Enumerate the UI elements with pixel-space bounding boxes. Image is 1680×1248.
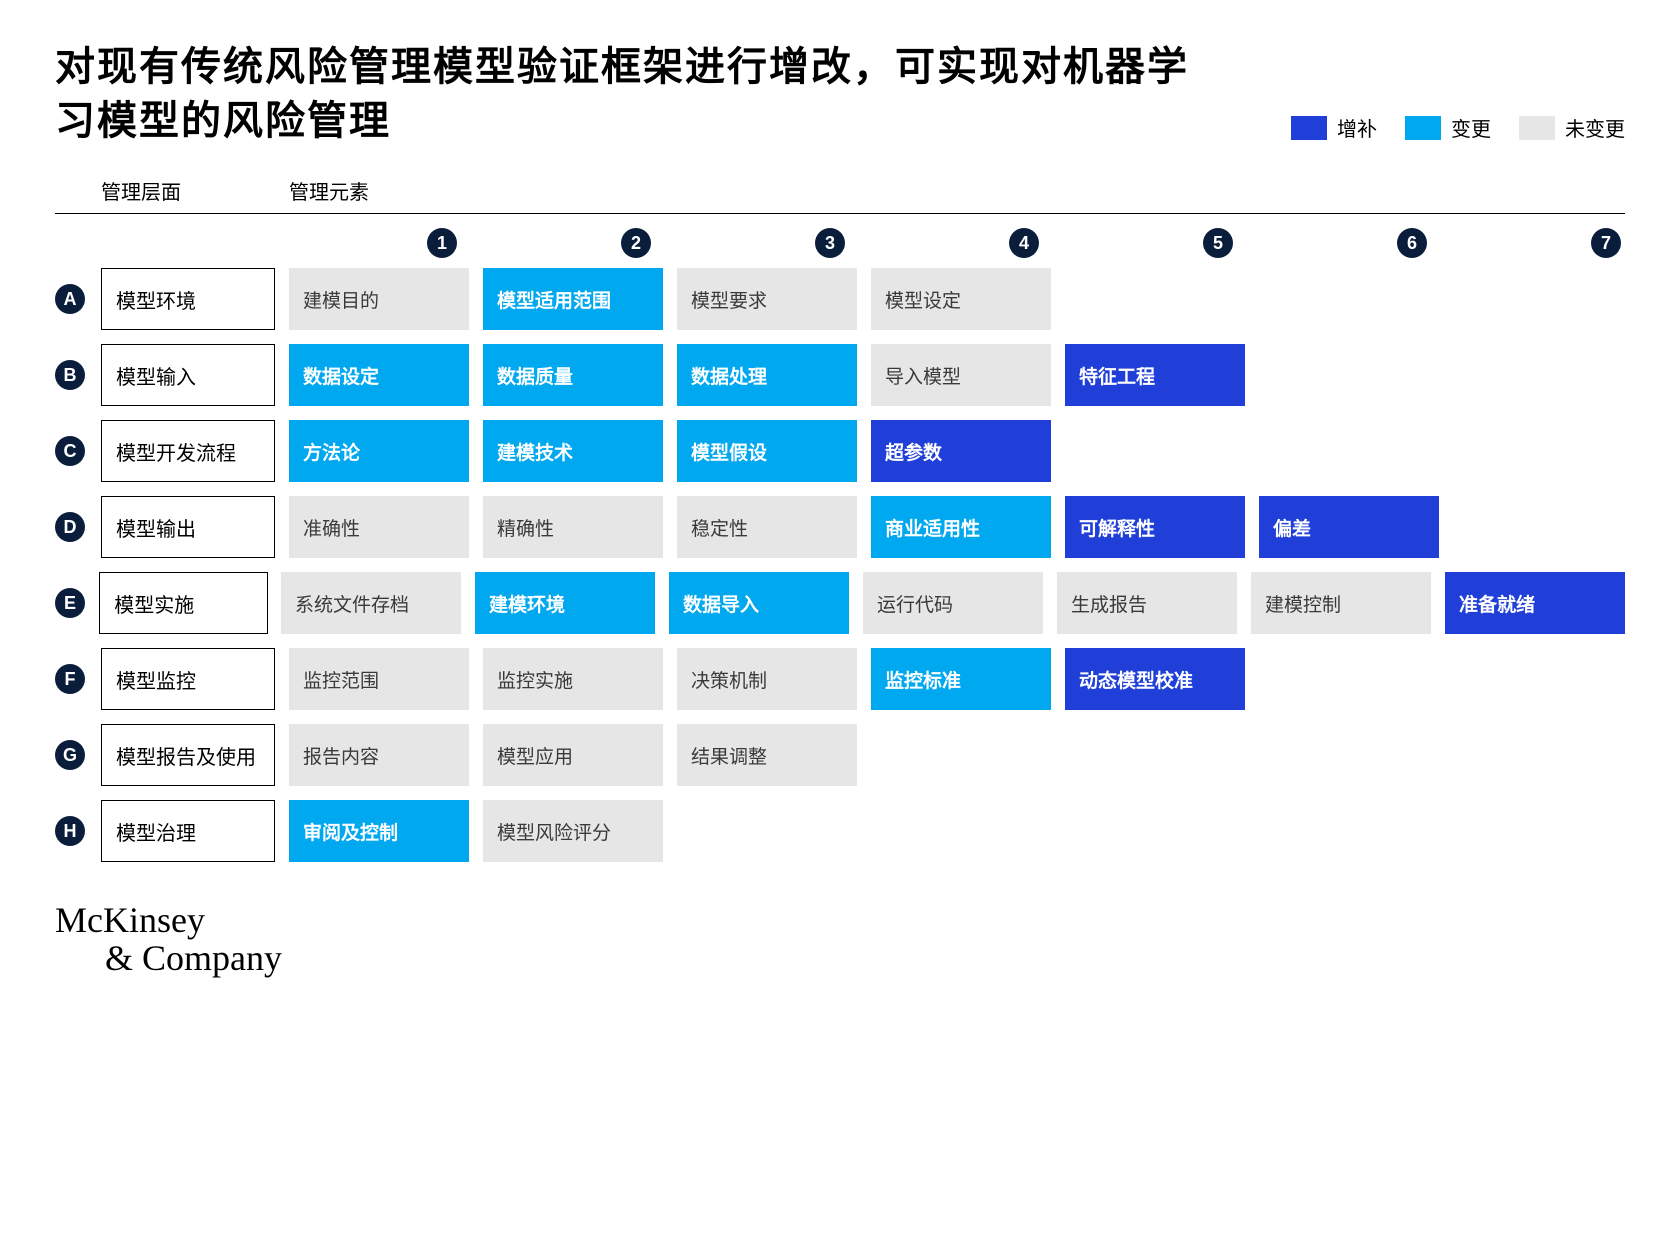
row-badge: E	[55, 588, 85, 618]
legend-label-added: 增补	[1337, 113, 1377, 142]
row-label: 模型实施	[99, 572, 267, 634]
matrix-cell: 建模控制	[1251, 572, 1431, 634]
column-number-badge: 5	[1203, 228, 1233, 258]
row-badge: H	[55, 816, 85, 846]
matrix-cell: 数据质量	[483, 344, 663, 406]
row-label: 模型环境	[101, 268, 275, 330]
column-header-4: 4	[863, 228, 1043, 258]
matrix-cell: 模型设定	[871, 268, 1051, 330]
legend-swatch-added	[1291, 116, 1327, 140]
matrix-cell: 模型风险评分	[483, 800, 663, 862]
column-header-2: 2	[475, 228, 655, 258]
column-number-badge: 6	[1397, 228, 1427, 258]
matrix-cell: 建模目的	[289, 268, 469, 330]
matrix-cell: 模型假设	[677, 420, 857, 482]
matrix-cell: 特征工程	[1065, 344, 1245, 406]
column-number-badge: 3	[815, 228, 845, 258]
column-header-3: 3	[669, 228, 849, 258]
column-header-6: 6	[1251, 228, 1431, 258]
column-header-5: 5	[1057, 228, 1237, 258]
row-badge: B	[55, 360, 85, 390]
row-label: 模型治理	[101, 800, 275, 862]
matrix-cell: 决策机制	[677, 648, 857, 710]
matrix-cell: 建模技术	[483, 420, 663, 482]
matrix-cell: 运行代码	[863, 572, 1043, 634]
row-badge: F	[55, 664, 85, 694]
row-badge: A	[55, 284, 85, 314]
page-title: 对现有传统风险管理模型验证框架进行增改，可实现对机器学习模型的风险管理	[55, 40, 1205, 148]
matrix-cell: 生成报告	[1057, 572, 1237, 634]
header-element-label: 管理元素	[289, 176, 1625, 205]
matrix-cell: 偏差	[1259, 496, 1439, 558]
row-badge: G	[55, 740, 85, 770]
legend-label-unchanged: 未变更	[1565, 113, 1625, 142]
legend-swatch-unchanged	[1519, 116, 1555, 140]
column-header-7: 7	[1445, 228, 1625, 258]
legend-item-added: 增补	[1291, 113, 1377, 142]
legend-item-changed: 变更	[1405, 113, 1491, 142]
matrix-cell: 监控标准	[871, 648, 1051, 710]
column-number-badge: 4	[1009, 228, 1039, 258]
matrix-row-E: E 模型实施系统文件存档建模环境数据导入运行代码生成报告建模控制准备就绪	[55, 572, 1625, 634]
matrix-row-A: A 模型环境建模目的模型适用范围模型要求模型设定	[55, 268, 1625, 330]
matrix-rows: A 模型环境建模目的模型适用范围模型要求模型设定 B 模型输入数据设定数据质量数据处理…	[55, 268, 1625, 862]
legend-item-unchanged: 未变更	[1519, 113, 1625, 142]
matrix-cell: 数据设定	[289, 344, 469, 406]
matrix-row-G: G 模型报告及使用报告内容模型应用结果调整	[55, 724, 1625, 786]
matrix-cell: 模型要求	[677, 268, 857, 330]
header-labels: 管理层面 管理元素	[55, 176, 1625, 214]
matrix-cell: 模型应用	[483, 724, 663, 786]
matrix-cell: 可解释性	[1065, 496, 1245, 558]
matrix-cell: 数据导入	[669, 572, 849, 634]
column-number-badge: 7	[1591, 228, 1621, 258]
matrix-cell: 模型适用范围	[483, 268, 663, 330]
matrix-cell: 精确性	[483, 496, 663, 558]
matrix-cell: 准确性	[289, 496, 469, 558]
legend-swatch-changed	[1405, 116, 1441, 140]
matrix-row-D: D 模型输出准确性精确性稳定性商业适用性可解释性偏差	[55, 496, 1625, 558]
matrix-cell: 审阅及控制	[289, 800, 469, 862]
column-header-1: 1	[281, 228, 461, 258]
matrix-cell: 方法论	[289, 420, 469, 482]
matrix-row-B: B 模型输入数据设定数据质量数据处理导入模型特征工程	[55, 344, 1625, 406]
row-label: 模型开发流程	[101, 420, 275, 482]
matrix-cell: 监控范围	[289, 648, 469, 710]
column-headers: 1 2 3 4 5 6 7	[55, 228, 1625, 258]
row-label: 模型输入	[101, 344, 275, 406]
row-label: 模型报告及使用	[101, 724, 275, 786]
matrix-row-C: C 模型开发流程方法论建模技术模型假设超参数	[55, 420, 1625, 482]
matrix-cell: 系统文件存档	[281, 572, 461, 634]
matrix-row-H: H 模型治理审阅及控制模型风险评分	[55, 800, 1625, 862]
column-number-badge: 2	[621, 228, 651, 258]
matrix-cell: 准备就绪	[1445, 572, 1625, 634]
logo-line1: McKinsey	[55, 902, 1625, 940]
row-badge: D	[55, 512, 85, 542]
matrix-cell: 动态模型校准	[1065, 648, 1245, 710]
matrix-row-F: F 模型监控监控范围监控实施决策机制监控标准动态模型校准	[55, 648, 1625, 710]
matrix-cell: 监控实施	[483, 648, 663, 710]
header-layer-label: 管理层面	[101, 176, 275, 205]
legend-label-changed: 变更	[1451, 113, 1491, 142]
matrix-cell: 超参数	[871, 420, 1051, 482]
matrix-cell: 报告内容	[289, 724, 469, 786]
matrix-cell: 结果调整	[677, 724, 857, 786]
row-badge: C	[55, 436, 85, 466]
column-number-badge: 1	[427, 228, 457, 258]
legend: 增补 变更 未变更	[1291, 113, 1625, 148]
matrix-cell: 导入模型	[871, 344, 1051, 406]
matrix-cell: 数据处理	[677, 344, 857, 406]
matrix-cell: 稳定性	[677, 496, 857, 558]
logo-line2: & Company	[55, 940, 1625, 978]
row-label: 模型监控	[101, 648, 275, 710]
mckinsey-logo: McKinsey & Company	[55, 902, 1625, 978]
matrix-cell: 建模环境	[475, 572, 655, 634]
matrix-cell: 商业适用性	[871, 496, 1051, 558]
row-label: 模型输出	[101, 496, 275, 558]
